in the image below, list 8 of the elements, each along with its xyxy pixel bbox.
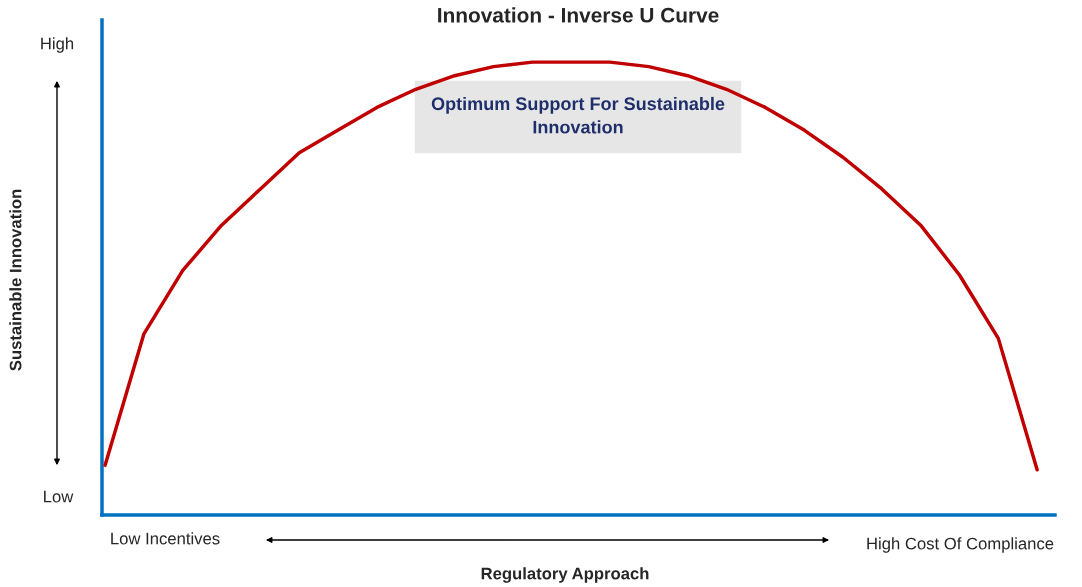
chart-title: Innovation - Inverse U Curve <box>438 7 719 23</box>
text: Low Incentives <box>111 532 220 545</box>
annotation: Optimum Support For Sustainable Innovation <box>431 96 725 134</box>
x-axis-title: Regulatory Approach <box>481 567 649 583</box>
y-axis-title: Sustainable Innovation <box>9 189 22 371</box>
text: High Cost Of Compliance <box>867 537 1054 553</box>
text: Low <box>44 490 74 503</box>
text: High <box>41 37 74 53</box>
